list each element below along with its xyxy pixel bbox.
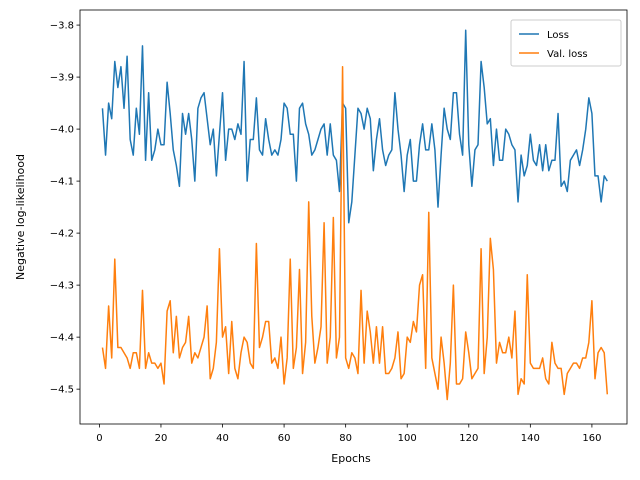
x-tick-label: 40 [216,433,229,444]
x-tick-label: 140 [521,433,540,444]
x-tick-label: 20 [155,433,168,444]
x-tick-label: 120 [459,433,478,444]
x-tick-label: 80 [339,433,352,444]
x-tick-label: 100 [398,433,417,444]
legend-box [510,19,622,67]
y-tick-label: −4.1 [50,177,74,188]
legend-label: Loss [547,30,569,41]
legend-label: Val. loss [547,49,588,60]
loss-line [101,65,609,401]
x-axis-label: Epochs [331,452,371,465]
y-tick-label: −4.0 [50,125,74,136]
y-tick-label: −4.2 [50,229,74,240]
y-tick-label: −4.4 [50,333,74,344]
loss-line [101,29,608,224]
legend: Loss Val. loss [510,19,622,67]
y-tick-label: −4.3 [50,281,74,292]
axes-frame [79,9,628,425]
y-tick-label: −3.8 [50,21,74,32]
y-tick-label: −4.5 [50,385,74,396]
x-tick-label: 160 [582,433,601,444]
x-tick-label: 0 [96,433,102,444]
y-tick-label: −3.9 [50,73,74,84]
x-tick-label: 60 [278,433,291,444]
y-axis-label: Negative log-likelihood [14,154,27,280]
